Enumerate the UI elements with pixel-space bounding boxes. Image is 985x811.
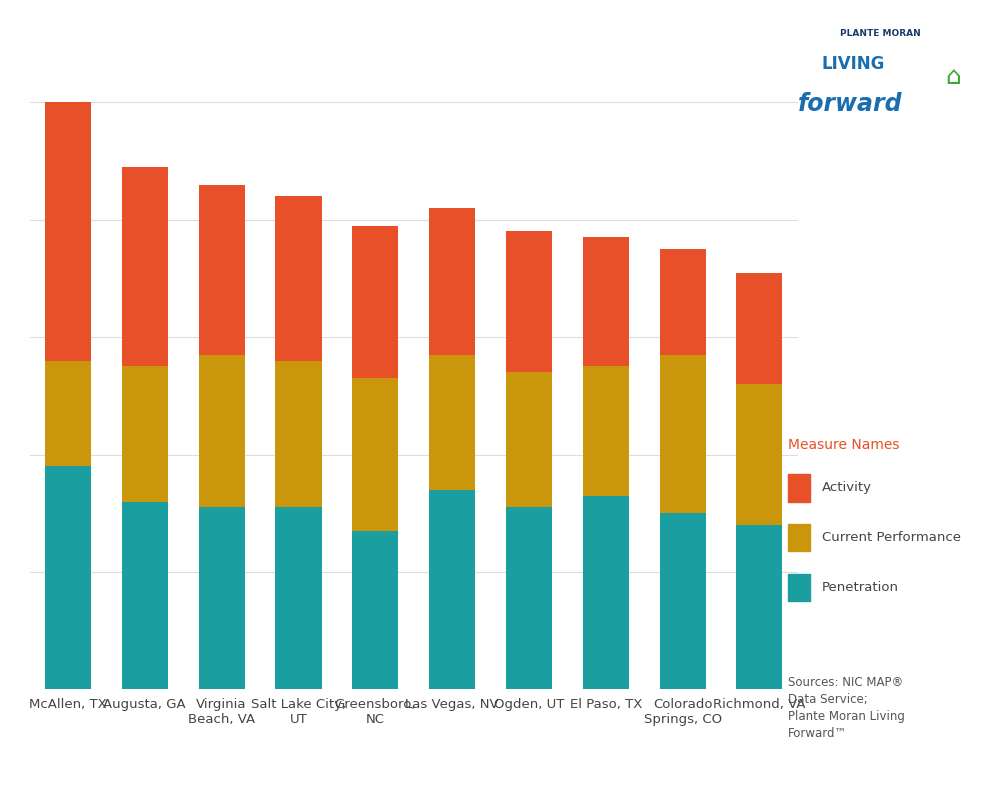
- Bar: [199, 354, 244, 508]
- Text: Sources: NIC MAP®
Data Service;
Plante Moran Living
Forward™: Sources: NIC MAP® Data Service; Plante M…: [788, 676, 905, 740]
- Bar: [276, 508, 321, 689]
- Text: ⌂: ⌂: [945, 65, 960, 89]
- Bar: [353, 531, 398, 689]
- Bar: [506, 231, 552, 372]
- Text: Measure Names: Measure Names: [788, 438, 899, 452]
- Bar: [353, 378, 398, 531]
- Text: forward: forward: [798, 92, 902, 117]
- Bar: [122, 501, 167, 689]
- Bar: [45, 102, 91, 361]
- Bar: [45, 361, 91, 466]
- Bar: [276, 361, 321, 508]
- Bar: [199, 185, 244, 354]
- Bar: [583, 238, 628, 367]
- Bar: [737, 272, 782, 384]
- Bar: [276, 196, 321, 361]
- Bar: [737, 525, 782, 689]
- Text: Penetration: Penetration: [821, 581, 898, 594]
- Bar: [506, 372, 552, 508]
- Bar: [506, 508, 552, 689]
- Bar: [199, 508, 244, 689]
- Bar: [45, 466, 91, 689]
- FancyBboxPatch shape: [788, 524, 811, 551]
- Bar: [353, 225, 398, 378]
- Bar: [583, 367, 628, 496]
- Bar: [660, 354, 705, 513]
- Bar: [429, 354, 475, 490]
- Bar: [583, 496, 628, 689]
- Bar: [660, 513, 705, 689]
- Bar: [737, 384, 782, 525]
- Text: PLANTE MORAN: PLANTE MORAN: [840, 29, 921, 38]
- FancyBboxPatch shape: [788, 474, 811, 501]
- Text: Activity: Activity: [821, 482, 872, 495]
- Text: LIVING: LIVING: [821, 55, 886, 74]
- Bar: [122, 167, 167, 367]
- Bar: [429, 490, 475, 689]
- Bar: [122, 367, 167, 501]
- Bar: [429, 208, 475, 354]
- Text: Current Performance: Current Performance: [821, 531, 960, 544]
- FancyBboxPatch shape: [788, 574, 811, 602]
- Bar: [660, 249, 705, 354]
